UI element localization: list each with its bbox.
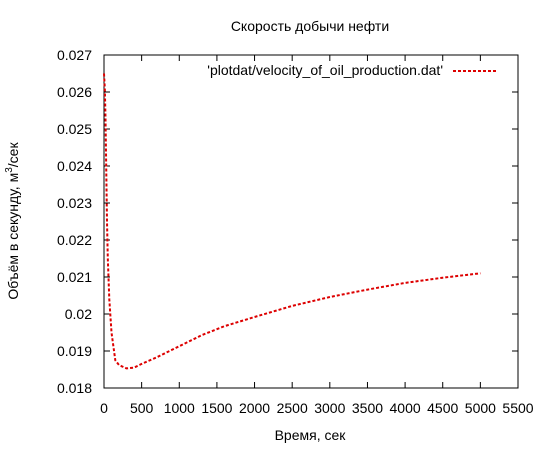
x-axis-label: Время, сек xyxy=(275,427,347,443)
x-tick-label: 2000 xyxy=(239,400,270,416)
x-tick-label: 4000 xyxy=(390,400,421,416)
x-tick-label: 0 xyxy=(100,400,108,416)
x-tick-label: 4500 xyxy=(427,400,458,416)
y-tick-label: 0.023 xyxy=(57,195,92,211)
y-tick-label: 0.026 xyxy=(57,84,92,100)
y-tick-label: 0.02 xyxy=(65,306,92,322)
y-axis-label-unit: /сек xyxy=(5,142,21,168)
x-tick-label: 3500 xyxy=(352,400,383,416)
y-axis-label: Объём в секунду, м3/сек xyxy=(4,142,21,300)
y-axis-label-main: Объём в секунду, м xyxy=(5,173,21,300)
plot-frame xyxy=(103,54,519,389)
legend-label-series-1: 'plotdat/velocity_of_oil_production.dat' xyxy=(207,62,443,78)
y-tick-label: 0.024 xyxy=(57,158,92,174)
x-tick-label: 3000 xyxy=(314,400,345,416)
x-tick-label: 1500 xyxy=(201,400,232,416)
legend: 'plotdat/velocity_of_oil_production.dat' xyxy=(207,62,497,78)
series-layer xyxy=(103,73,481,370)
y-tick-label: 0.025 xyxy=(57,121,92,137)
x-tick-label: 5000 xyxy=(465,400,496,416)
x-tick-label: 2500 xyxy=(277,400,308,416)
y-tick-label: 0.022 xyxy=(57,232,92,248)
x-axis-ticks: 0 500 1000 1500 2000 2500 3000 3500 4000 4500 5000… xyxy=(100,55,534,416)
x-tick-label: 5500 xyxy=(502,400,533,416)
y-tick-label: 0.027 xyxy=(57,47,92,63)
y-tick-label: 0.019 xyxy=(57,343,92,359)
chart-title: Скорость добычи нефти xyxy=(231,18,389,34)
y-tick-label: 0.018 xyxy=(57,380,92,396)
x-tick-label: 1000 xyxy=(164,400,195,416)
y-axis-ticks: 0.018 0.019 0.02 0.021 0.022 0.023 0.024 0.025 0… xyxy=(57,47,518,396)
x-tick-label: 500 xyxy=(130,400,154,416)
y-axis-label-superscript: 3 xyxy=(4,167,15,173)
series-line-1 xyxy=(103,73,481,370)
y-tick-label: 0.021 xyxy=(57,269,92,285)
